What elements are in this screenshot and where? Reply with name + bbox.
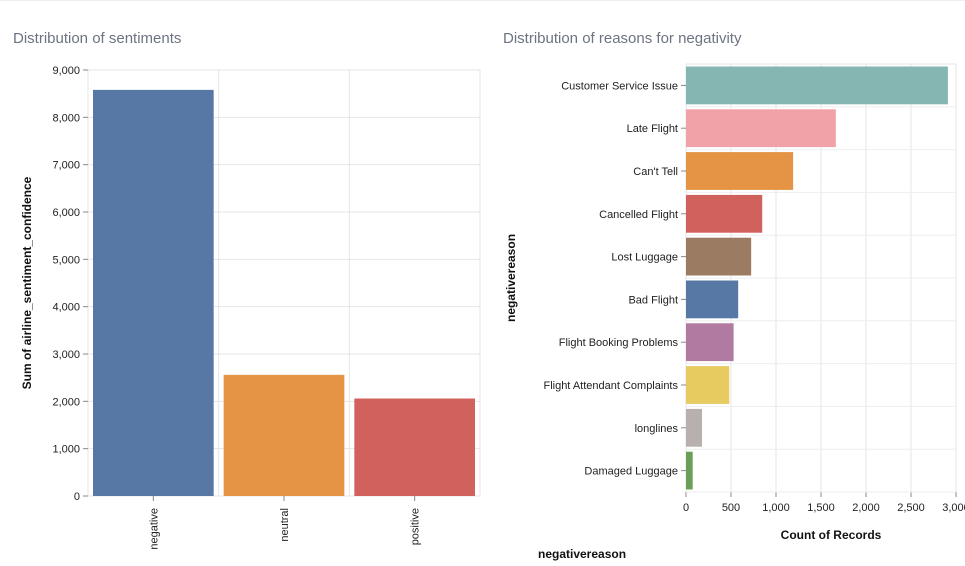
bar-neutral [223,374,345,496]
y-tick-label: Customer Service Issue [561,80,678,92]
bar-negative [93,89,214,496]
y-tick-label: 8,000 [52,112,80,124]
x-tick-label-negative: negative [148,508,160,550]
y-tick-label: 9,000 [52,65,80,77]
y-tick-label: 0 [74,491,80,503]
y-tick-label: 6,000 [52,207,80,219]
y-axis-title: Sum of airline_sentiment_confidence [20,176,34,389]
bar-customer-service-issue [686,66,948,105]
bar-flight-attendant-complaints [686,366,730,404]
bar-positive [354,398,475,496]
bar-late-flight [686,109,836,148]
y-tick-label: Flight Attendant Complaints [543,380,678,392]
y-tick-label: longlines [635,423,679,435]
x-tick-label: 0 [683,502,689,514]
sentiments-bar-chart: 0 1,000 2,000 3,000 4,000 5,000 6,000 7,000 8,00… [20,65,481,550]
bar-longlines [686,408,703,447]
x-axis-title: Count of Records [781,528,882,542]
bar-can-t-tell [686,152,794,190]
y-tick-label: 5,000 [52,254,80,266]
y-tick-label: Late Flight [627,123,678,135]
bar-damaged-luggage [686,451,693,490]
y-tick-label: Cancelled Flight [599,209,678,221]
y-tick-label: 1,000 [52,444,80,456]
x-tick-label-positive: positive [410,508,422,545]
y-tick-label: Flight Booking Problems [559,337,679,349]
bar-lost-luggage [686,237,752,276]
footer-field-label: negativereason [538,547,627,561]
x-tick-label: 1,000 [762,502,790,514]
y-tick-label: 7,000 [52,160,80,172]
bar-flight-booking-problems [686,323,734,362]
y-tick-label: Can't Tell [633,166,678,178]
reasons-bar-chart: 0 500 1,000 1,500 2,000 2,500 3,000 Customer Se… [504,63,965,542]
x-tick-label: 500 [722,502,740,514]
y-tick-label: 3,000 [52,349,80,361]
x-tick-label: 2,500 [897,502,925,514]
y-tick-label: Lost Luggage [611,252,678,264]
x-tick-label: 3,000 [942,502,965,514]
y-tick-label: 4,000 [52,302,80,314]
sentiments-chart-title: Distribution of sentiments [13,30,182,47]
y-axis-title: negativereason [504,234,518,322]
bar-bad-flight [686,280,739,319]
y-tick-label: Damaged Luggage [584,466,678,478]
x-tick-label: 2,000 [852,502,880,514]
top-divider [0,0,965,1]
y-tick-label: 2,000 [52,396,80,408]
bar-cancelled-flight [686,194,763,233]
x-tick-label-neutral: neutral [279,508,291,542]
reasons-chart-title: Distribution of reasons for negativity [503,30,742,47]
x-tick-label: 1,500 [807,502,835,514]
y-tick-label: Bad Flight [628,294,678,306]
